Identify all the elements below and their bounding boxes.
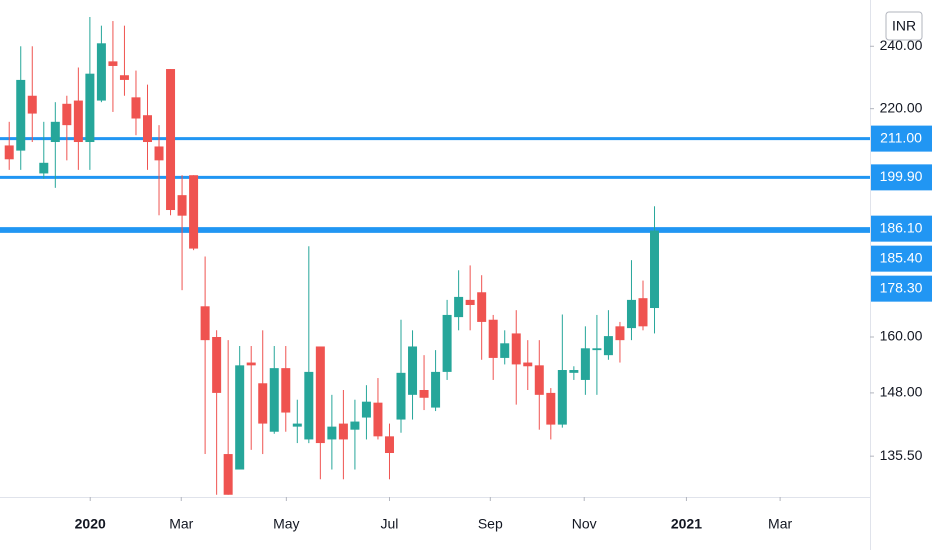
level-label: 186.10 <box>880 219 923 235</box>
candle-body <box>108 61 118 66</box>
x-tick-label: Sep <box>478 516 503 532</box>
plot-area <box>0 17 870 495</box>
currency-box[interactable] <box>885 11 923 41</box>
candle-body <box>511 333 521 365</box>
level-label-box <box>871 164 932 191</box>
candle-body <box>142 115 152 143</box>
candle-body <box>235 365 245 470</box>
y-tick-label: 220.00 <box>880 99 923 115</box>
x-tick-label: Mar <box>169 516 193 532</box>
candle-body <box>603 336 613 356</box>
candle-body <box>488 319 498 358</box>
candle-body <box>327 426 337 440</box>
candle-body <box>477 292 487 322</box>
candle-body <box>442 314 452 372</box>
x-tick-label: 2021 <box>671 516 702 532</box>
candle-body <box>269 368 279 432</box>
candle-body <box>569 370 579 373</box>
y-tick-label: 148.00 <box>880 384 923 400</box>
candle-body <box>73 100 83 143</box>
candle-body <box>580 348 590 380</box>
candle-body <box>615 326 625 341</box>
candle-body <box>27 95 37 114</box>
candle-body <box>96 43 106 101</box>
candle-body <box>154 146 164 161</box>
candle-body <box>39 162 49 174</box>
axes: 240.00 220.00 160.00 148.00 135.50 2020 Mar May… <box>75 37 932 532</box>
level-label: 185.40 <box>880 249 923 265</box>
candle-body <box>465 299 475 306</box>
candle-body <box>16 79 26 151</box>
x-tick-label: Mar <box>768 516 792 532</box>
candle-body <box>500 343 510 358</box>
candle-body <box>258 383 268 424</box>
candle-body <box>246 362 256 366</box>
candle-body <box>119 75 129 80</box>
candle-body <box>223 454 233 495</box>
x-tick-label: Nov <box>572 516 597 532</box>
candle-body <box>557 370 567 425</box>
candle-body <box>534 365 544 395</box>
candle-body <box>338 423 348 440</box>
candle-body <box>373 402 383 437</box>
candle-body <box>650 230 660 309</box>
candle-body <box>396 372 406 420</box>
candle-body <box>292 423 302 427</box>
y-tick-label: 160.00 <box>880 328 923 344</box>
x-tick-label: May <box>273 516 299 532</box>
candle-body <box>431 371 441 408</box>
candle-body <box>85 73 95 143</box>
candle-body <box>592 348 602 351</box>
candle-body <box>131 97 141 119</box>
candle-body <box>523 362 533 367</box>
candle-body <box>62 103 72 126</box>
candle-body <box>384 436 394 454</box>
level-label: 199.90 <box>880 168 923 184</box>
level-label-box <box>871 275 932 302</box>
candle-body <box>281 368 291 413</box>
level-label-box <box>871 215 932 242</box>
x-tick-label: Jul <box>381 516 399 532</box>
candle-body <box>546 392 556 425</box>
candle-body <box>454 296 464 318</box>
level-label: 178.30 <box>880 279 923 295</box>
level-label-box <box>871 245 932 272</box>
candle-body <box>50 121 60 143</box>
candle-body <box>408 346 418 395</box>
candle-body <box>315 346 325 444</box>
candle-body <box>177 195 187 216</box>
x-tick-label: 2020 <box>75 516 106 532</box>
level-label-box <box>871 125 932 152</box>
candle-body <box>350 421 360 430</box>
candle-body <box>166 69 176 211</box>
y-tick-label: 240.00 <box>880 37 923 53</box>
currency-label[interactable]: INR <box>892 18 916 34</box>
candle-body <box>4 145 14 160</box>
candle-body <box>361 401 371 418</box>
candle-body <box>626 299 636 329</box>
candle-body <box>200 306 210 341</box>
y-tick-label: 135.50 <box>880 447 923 463</box>
candle-body <box>638 298 648 327</box>
candle-body <box>419 390 429 398</box>
candle-body <box>189 175 199 249</box>
level-label: 211.00 <box>880 129 922 145</box>
candle-body <box>304 371 314 440</box>
candle-body <box>212 337 222 393</box>
